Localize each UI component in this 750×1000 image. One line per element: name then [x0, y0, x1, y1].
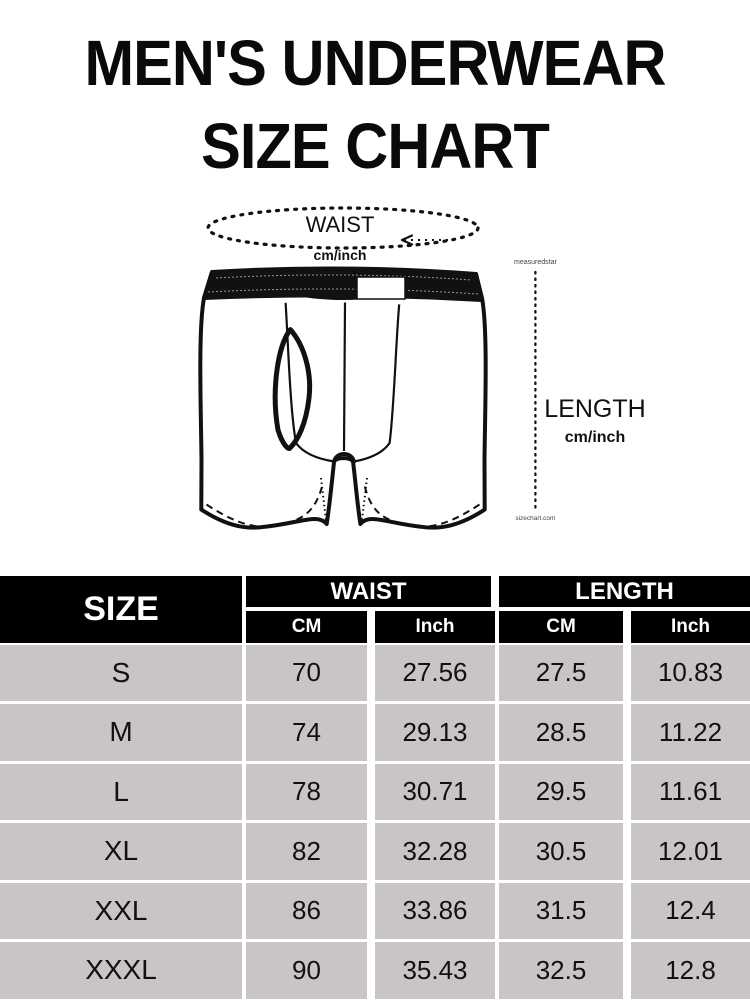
svg-text:cm/inch: cm/inch — [314, 247, 367, 263]
svg-text:cm/inch: cm/inch — [565, 429, 625, 446]
svg-text:WAIST: WAIST — [306, 212, 375, 237]
svg-text:LENGTH: LENGTH — [544, 395, 645, 423]
svg-text:sizechart.com: sizechart.com — [515, 515, 555, 522]
svg-text:measuredstar: measuredstar — [514, 259, 557, 266]
